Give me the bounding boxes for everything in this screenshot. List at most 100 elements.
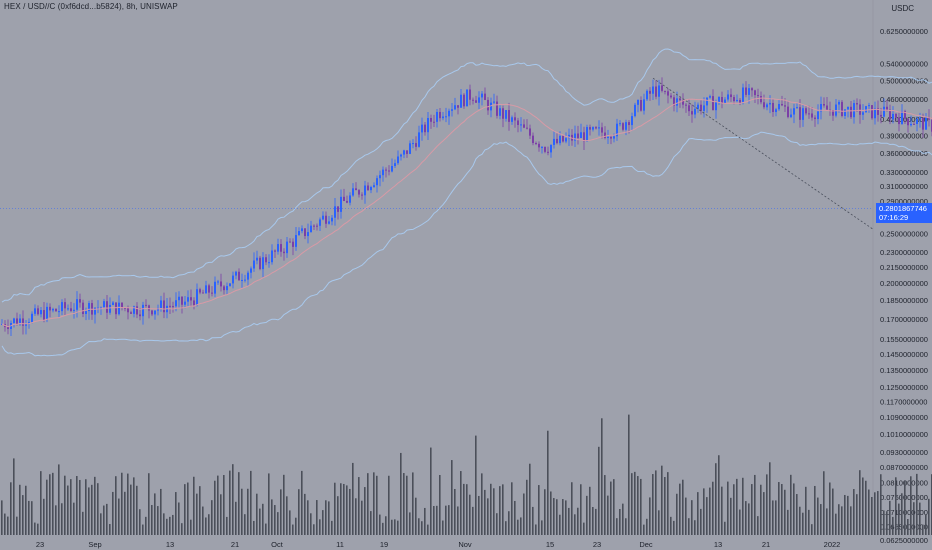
candle (859, 104, 861, 115)
candle (223, 286, 225, 291)
y-tick-label: 0.0760000000 (880, 493, 928, 502)
candle (55, 308, 57, 312)
volume-bar (805, 486, 807, 535)
volume-bar (526, 479, 528, 535)
volume-bar (847, 495, 849, 535)
candle (67, 308, 69, 310)
volume-bar (151, 505, 153, 535)
volume-bar (508, 511, 510, 535)
volume-bar (412, 472, 414, 535)
volume-bar (376, 475, 378, 535)
candle (592, 127, 594, 130)
volume-bar (229, 470, 231, 535)
volume-bar (148, 473, 150, 535)
candle (556, 138, 558, 144)
candle (139, 314, 141, 317)
volume-bar (13, 458, 15, 535)
volume-bar (538, 485, 540, 535)
candle (142, 304, 144, 317)
volume-bar (604, 475, 606, 535)
candle (181, 296, 183, 305)
volume-bar (124, 491, 126, 535)
candle (562, 135, 564, 142)
volume-bar (223, 475, 225, 535)
volume-bar (439, 474, 441, 535)
candle (634, 104, 636, 117)
candle (865, 106, 867, 113)
x-tick-label: 13 (714, 540, 722, 549)
volume-bar (361, 500, 363, 535)
volume-bar (904, 480, 906, 535)
volume-bar (661, 465, 663, 535)
candle (529, 128, 531, 136)
candle (898, 117, 900, 125)
candle (298, 231, 300, 236)
candle (775, 109, 777, 113)
candle (754, 90, 756, 96)
candle (37, 308, 39, 315)
volume-bar (838, 504, 840, 535)
candle (313, 225, 315, 227)
candle (439, 111, 441, 119)
candle (322, 215, 324, 220)
volume-bar (454, 488, 456, 535)
candle (802, 108, 804, 120)
candle (448, 110, 450, 117)
candle (253, 260, 255, 269)
candle (190, 297, 192, 301)
volume-bar (295, 517, 297, 535)
candle (706, 97, 708, 106)
candle (676, 98, 678, 106)
volume-bar (346, 485, 348, 535)
candle (520, 124, 522, 126)
candle (868, 105, 870, 107)
volume-bar (826, 508, 828, 535)
volume-bar (283, 474, 285, 535)
candle (814, 117, 816, 120)
volume-bar (154, 493, 156, 535)
volume-bar (394, 519, 396, 535)
x-tick-label: 13 (166, 540, 174, 549)
candle (151, 310, 153, 315)
volume-bar (64, 475, 66, 535)
volume-bar (478, 495, 480, 535)
candle (604, 132, 606, 139)
candle (892, 113, 894, 120)
volume-bar (133, 477, 135, 535)
candle (595, 127, 597, 129)
volume-bar (571, 482, 573, 535)
volume-bar (271, 499, 273, 535)
candle (427, 117, 429, 133)
candle (127, 308, 129, 313)
candle (823, 104, 825, 106)
candle (730, 94, 732, 98)
volume-bar (868, 489, 870, 535)
candle (847, 106, 849, 110)
candle (703, 105, 705, 111)
volume-bar (709, 487, 711, 535)
volume-bar (67, 485, 69, 535)
y-tick-label: 0.5400000000 (880, 59, 928, 68)
candle (544, 146, 546, 152)
candle (325, 215, 327, 224)
volume-bar (316, 500, 318, 535)
candle (403, 150, 405, 155)
volume-bar (427, 524, 429, 535)
volume-bar (73, 502, 75, 535)
y-tick-label: 0.0930000000 (880, 448, 928, 457)
volume-bar (343, 483, 345, 535)
volume-bar (43, 498, 45, 535)
y-tick-label: 0.3300000000 (880, 168, 928, 177)
volume-bar (823, 471, 825, 535)
volume-bar (790, 474, 792, 535)
volume-bar (391, 519, 393, 535)
candle (700, 104, 702, 111)
y-tick-label: 0.4600000000 (880, 95, 928, 104)
volume-bar (184, 484, 186, 535)
candle (679, 98, 681, 101)
candle (250, 268, 252, 273)
candle (862, 112, 864, 115)
volume-bar (499, 486, 501, 535)
